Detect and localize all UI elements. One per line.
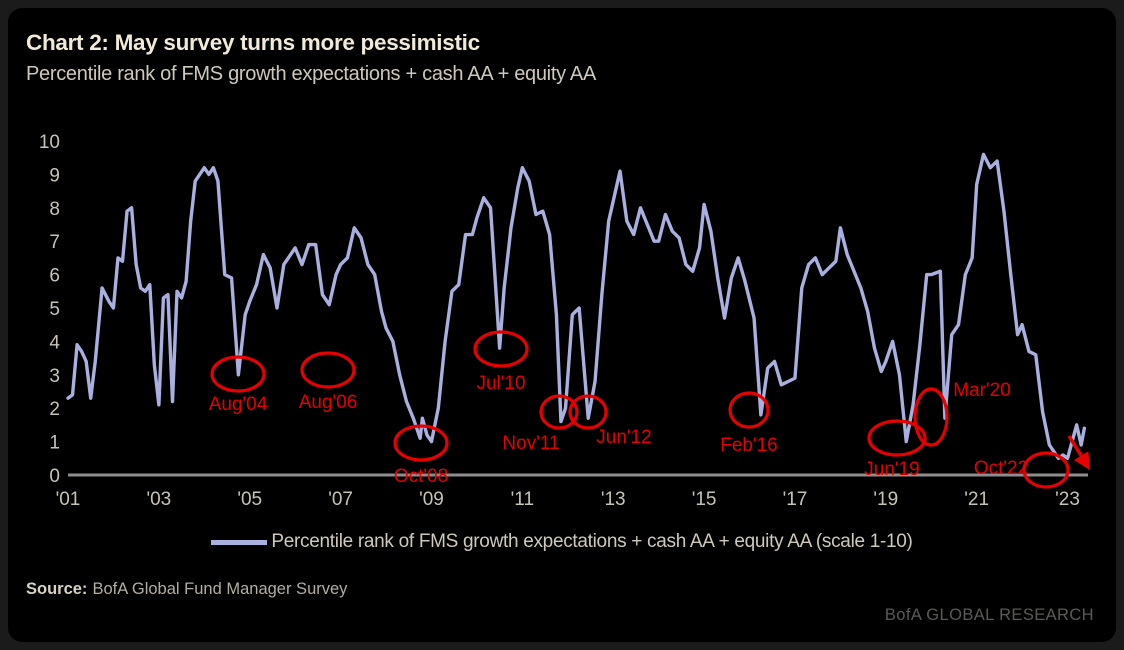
annotation-circle-Oct22	[1022, 451, 1070, 489]
chart-title: Chart 2: May survey turns more pessimist…	[26, 30, 480, 55]
x-tick-15: '15	[692, 489, 717, 510]
x-tick-21: '21	[964, 489, 989, 510]
x-tick-01: '01	[56, 489, 81, 510]
annotation-label-Aug06: Aug'06	[299, 392, 358, 413]
chart-card: Chart 2: May survey turns more pessimist…	[8, 8, 1116, 642]
x-axis-tick-labels: '01 '03 '05 '07 '09 '11 '13 '15 '17 '19 '21 '23	[56, 489, 1080, 510]
annotation-layer: Aug'04 Aug'06 Oct'08 Jul'10 Nov'11 Jun'12 Feb'…	[209, 330, 1090, 489]
annotation-label-Feb16: Feb'16	[720, 435, 778, 456]
x-tick-17: '17	[783, 489, 808, 510]
y-tick-4: 4	[49, 332, 60, 353]
y-tick-3: 3	[49, 366, 60, 387]
annotation-label-Oct22: Oct'22	[974, 458, 1028, 479]
annotation-circle-Nov11	[539, 394, 579, 430]
source-label: Source:	[26, 580, 88, 598]
x-tick-13: '13	[601, 489, 626, 510]
x-tick-03: '03	[146, 489, 171, 510]
annotation-label-Jun19: Jun'19	[864, 459, 919, 480]
annotation-label-Oct08: Oct'08	[394, 466, 448, 487]
downward-trend-arrow	[1067, 435, 1090, 471]
y-tick-2: 2	[49, 399, 60, 420]
y-tick-10: 10	[39, 132, 60, 153]
chart-plot-area: 0 1 2 3 4 5 6 7 8 9 10 '01 '03 '05 '07 '09 '11 '13 '15 '17…	[39, 132, 1090, 510]
annotation-label-Jul10: Jul'10	[476, 373, 525, 394]
annotation-circle-Jun19	[867, 419, 927, 457]
legend-label: Percentile rank of FMS growth expectatio…	[271, 531, 913, 552]
y-tick-6: 6	[49, 266, 60, 287]
x-tick-11: '11	[511, 489, 534, 510]
annotation-label-Jun12: Jun'12	[596, 427, 651, 448]
annotation-circle-Oct08	[393, 424, 449, 462]
annotation-circle-Jun12	[568, 394, 608, 430]
annotation-label-Aug04: Aug'04	[209, 394, 268, 415]
chart-legend: Percentile rank of FMS growth expectatio…	[8, 531, 1116, 553]
annotation-circle-Aug04	[210, 355, 266, 393]
y-tick-8: 8	[49, 199, 60, 220]
x-tick-07: '07	[328, 489, 353, 510]
y-tick-5: 5	[49, 299, 60, 320]
source-text: BofA Global Fund Manager Survey	[92, 580, 348, 598]
y-axis-tick-labels: 0 1 2 3 4 5 6 7 8 9 10	[39, 132, 61, 487]
data-series-line	[66, 152, 1087, 460]
x-tick-19: '19	[873, 489, 898, 510]
chart-subtitle: Percentile rank of FMS growth expectatio…	[26, 63, 597, 85]
legend-line-swatch	[211, 539, 268, 545]
annotation-circle-Aug06	[300, 351, 356, 389]
y-tick-0: 0	[49, 466, 60, 487]
y-tick-7: 7	[49, 232, 60, 253]
annotation-label-Nov11: Nov'11	[502, 433, 559, 454]
x-tick-23: '23	[1055, 489, 1080, 510]
annotation-circle-Mar20	[913, 387, 949, 447]
x-tick-05: '05	[237, 489, 262, 510]
annotation-circle-Jul10	[473, 330, 529, 368]
research-footer: BofA GLOBAL RESEARCH	[884, 606, 1094, 624]
y-tick-1: 1	[49, 433, 60, 454]
x-tick-09: '09	[419, 489, 444, 510]
y-tick-9: 9	[49, 165, 60, 186]
annotation-label-Mar20: Mar'20	[953, 380, 1010, 401]
source-line: Source: BofA Global Fund Manager Survey	[26, 580, 347, 599]
annotation-circle-Feb16	[728, 391, 770, 429]
